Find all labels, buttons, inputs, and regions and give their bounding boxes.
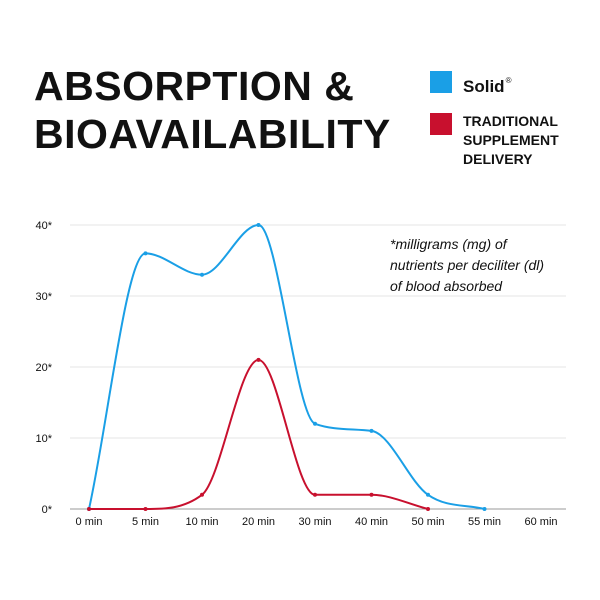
chart-title: ABSORPTION & BIOAVAILABILITY: [34, 62, 391, 158]
legend-item-traditional: TRADITIONAL SUPPLEMENT DELIVERY: [430, 112, 595, 169]
x-axis-tick-labels: 0 min 5 min 10 min 20 min 30 min 40 min 50 min…: [76, 516, 558, 528]
legend-item-solid: Solid®: [430, 70, 595, 98]
legend-solid-registered-mark: ®: [505, 76, 512, 85]
units-note-line-2: nutrients per deciliter (dl): [390, 257, 545, 273]
data-point-solid: [143, 251, 148, 256]
data-point-traditional: [87, 507, 91, 511]
data-point-traditional: [313, 492, 317, 497]
legend-label-traditional: TRADITIONAL SUPPLEMENT DELIVERY: [463, 112, 559, 169]
data-point-solid: [256, 223, 261, 227]
y-tick-label: 30*: [35, 291, 52, 303]
x-tick-label: 10 min: [185, 516, 218, 528]
legend-swatch-traditional: [430, 113, 452, 135]
x-tick-label: 55 min: [468, 516, 501, 528]
series-line-solid: [88, 224, 486, 510]
data-point-traditional: [426, 507, 430, 511]
data-point-solid: [369, 428, 374, 433]
x-tick-label: 40 min: [355, 516, 388, 528]
y-tick-label: 10*: [35, 433, 52, 445]
data-point-solid: [426, 492, 430, 497]
legend-traditional-line-3: DELIVERY: [463, 151, 533, 167]
data-point-solid: [313, 421, 317, 426]
units-note: *milligrams (mg) of nutrients per decili…: [390, 234, 590, 297]
units-note-line-3: of blood absorbed: [390, 278, 503, 294]
legend: Solid® TRADITIONAL SUPPLEMENT DELIVERY: [430, 70, 595, 183]
y-tick-label: 0*: [42, 504, 53, 516]
x-tick-label: 0 min: [76, 516, 103, 528]
legend-solid-text: Solid: [463, 77, 505, 96]
y-tick-label: 20*: [35, 362, 52, 374]
chart-title-line-2: BIOAVAILABILITY: [34, 111, 391, 157]
gridlines: [70, 224, 566, 510]
x-tick-label: 50 min: [411, 516, 444, 528]
legend-label-solid: Solid®: [463, 70, 511, 98]
legend-traditional-line-1: TRADITIONAL: [463, 113, 558, 129]
data-point-traditional: [369, 492, 374, 497]
x-tick-label: 5 min: [132, 516, 159, 528]
data-point-traditional: [143, 507, 148, 511]
data-point-traditional: [200, 492, 204, 497]
series-line-traditional: [88, 358, 429, 511]
x-tick-label: 60 min: [524, 516, 557, 528]
data-point-solid: [200, 272, 204, 277]
legend-swatch-solid: [430, 71, 452, 93]
chart-title-line-1: ABSORPTION &: [34, 63, 355, 109]
data-point-traditional: [256, 357, 261, 362]
legend-traditional-line-2: SUPPLEMENT: [463, 132, 559, 148]
units-note-line-1: *milligrams (mg) of: [390, 236, 507, 252]
data-point-solid: [482, 507, 487, 511]
x-tick-label: 20 min: [242, 516, 275, 528]
y-axis-tick-labels: 0* 10* 20* 30* 40*: [35, 220, 52, 516]
x-tick-label: 30 min: [298, 516, 331, 528]
series-lines: [87, 223, 487, 511]
y-tick-label: 40*: [35, 220, 52, 232]
